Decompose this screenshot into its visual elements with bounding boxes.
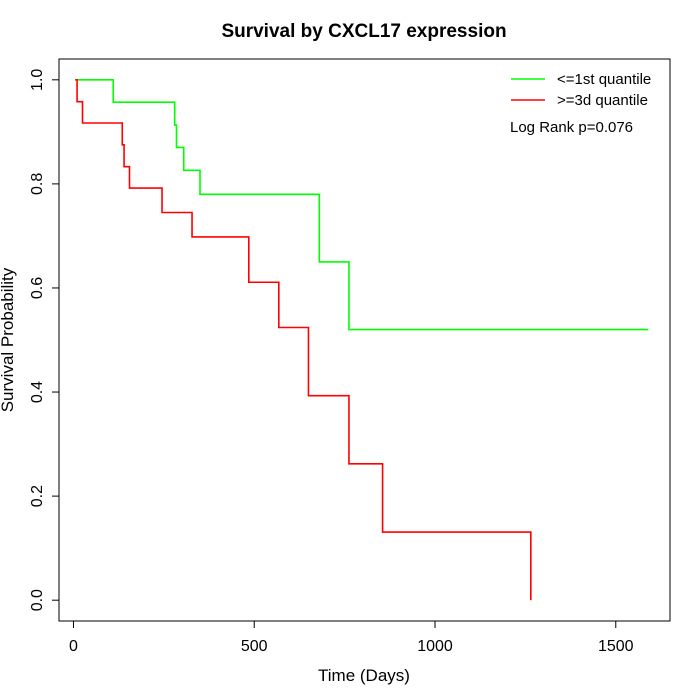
x-axis: 0 500 1000 1500	[69, 620, 634, 655]
x-tick-label: 1000	[417, 638, 453, 655]
y-tick-label: 1.0	[29, 69, 46, 91]
series-layer	[75, 79, 649, 601]
y-tick-label: 0.6	[29, 277, 46, 299]
y-axis-label: Survival Probability	[0, 267, 17, 412]
y-tick-label: 0.4	[29, 381, 46, 403]
y-axis: 0.0 0.2 0.4 0.6 0.8 1.0	[29, 69, 60, 611]
x-tick-label: 1500	[598, 638, 634, 655]
series-line-low-quantile	[75, 79, 649, 331]
x-tick-label: 500	[241, 638, 268, 655]
series-line-high-quantile	[75, 79, 532, 601]
plot-frame	[58, 58, 671, 622]
legend: <=1st quantile >=3d quantile	[511, 71, 651, 109]
y-tick-label: 0.8	[29, 173, 46, 195]
legend-label: <=1st quantile	[557, 71, 651, 88]
chart-title: Survival by CXCL17 expression	[221, 21, 506, 42]
x-tick-label: 0	[69, 638, 78, 655]
legend-label: >=3d quantile	[557, 92, 648, 109]
log-rank-annotation: Log Rank p=0.076	[510, 119, 633, 136]
x-axis-label: Time (Days)	[318, 666, 410, 685]
y-tick-label: 0.2	[29, 485, 46, 507]
y-tick-label: 0.0	[29, 589, 46, 611]
